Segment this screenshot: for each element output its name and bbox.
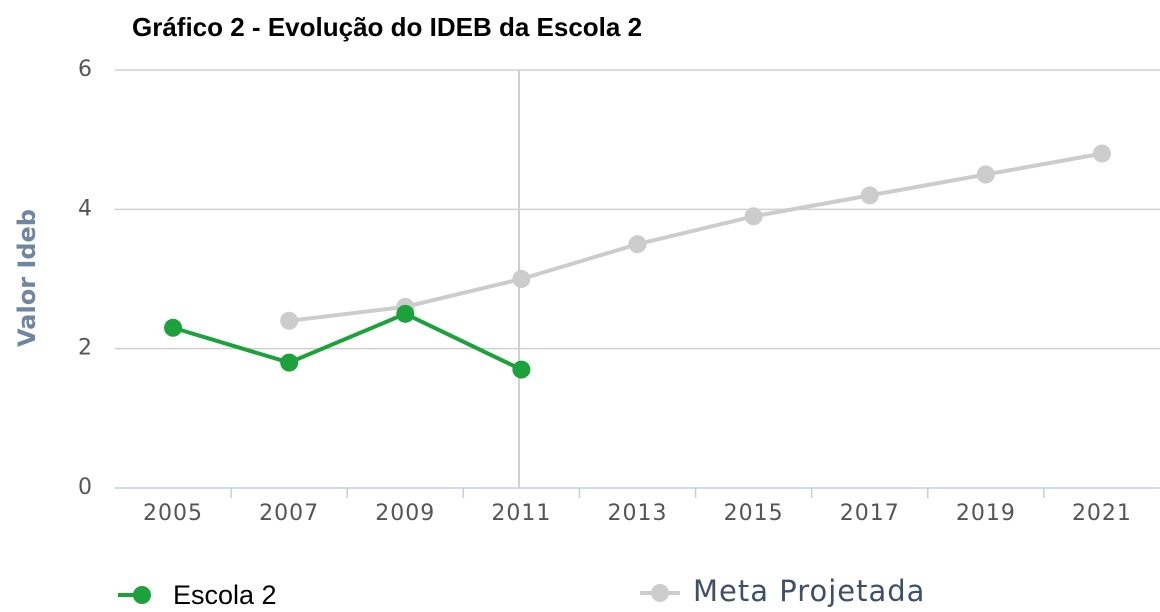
legend-label: Meta Projetada bbox=[693, 574, 925, 608]
legend-marker bbox=[651, 584, 669, 602]
point bbox=[512, 360, 531, 379]
point bbox=[1092, 144, 1111, 163]
series-line bbox=[172, 311, 523, 372]
legend-label: Escola 2 bbox=[173, 580, 277, 610]
y-tick-label: 6 bbox=[78, 57, 92, 82]
y-tick-label: 4 bbox=[78, 196, 92, 221]
x-tick-label: 2013 bbox=[608, 501, 668, 526]
point bbox=[164, 318, 183, 337]
point bbox=[976, 165, 995, 184]
x-tick-label: 2005 bbox=[143, 501, 203, 526]
point bbox=[628, 235, 647, 254]
point bbox=[744, 207, 763, 226]
legend-marker bbox=[133, 586, 151, 604]
x-tick-label: 2019 bbox=[956, 501, 1016, 526]
point bbox=[512, 270, 531, 288]
x-tick-label: 2017 bbox=[840, 501, 900, 526]
y-tick-label: 2 bbox=[78, 336, 92, 361]
x-tick-label: 2007 bbox=[259, 501, 319, 526]
point bbox=[280, 311, 299, 330]
series-line bbox=[288, 151, 1103, 323]
chart-title: Gráfico 2 - Evolução do IDEB da Escola 2 bbox=[132, 12, 642, 42]
point bbox=[860, 186, 879, 205]
x-tick-label: 2011 bbox=[491, 501, 551, 526]
point bbox=[396, 304, 415, 323]
y-axis-label: Valor Ideb bbox=[13, 209, 41, 347]
point bbox=[280, 353, 299, 372]
x-tick-label: 2021 bbox=[1072, 501, 1132, 526]
x-tick-label: 2015 bbox=[724, 501, 784, 526]
x-tick-label: 2009 bbox=[375, 501, 435, 526]
y-tick-label: 0 bbox=[78, 475, 92, 500]
